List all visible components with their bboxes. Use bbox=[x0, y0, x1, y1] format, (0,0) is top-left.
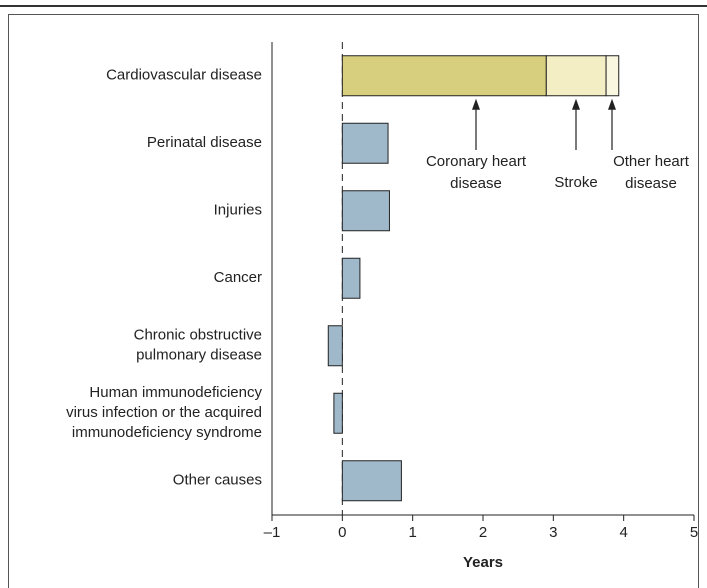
y-tick-label: Other causes bbox=[173, 472, 262, 489]
annotation-arrowhead bbox=[472, 98, 480, 110]
bar bbox=[333, 392, 343, 434]
annotation-label: Stroke bbox=[554, 174, 597, 191]
y-tick-label: Chronic obstructive bbox=[134, 327, 262, 344]
bar bbox=[341, 190, 390, 232]
y-tick-label: Cancer bbox=[214, 269, 262, 286]
bar bbox=[341, 257, 361, 299]
y-tick-label: Cardiovascular disease bbox=[106, 67, 262, 84]
bar bbox=[341, 55, 547, 97]
x-tick-label: 0 bbox=[338, 524, 346, 541]
x-tick-label: 3 bbox=[549, 524, 557, 541]
x-tick-label: –1 bbox=[264, 524, 281, 541]
x-tick-label: 2 bbox=[479, 524, 487, 541]
x-tick-label: 4 bbox=[619, 524, 627, 541]
y-tick-label: Human immunodeficiency bbox=[89, 384, 262, 401]
bar bbox=[341, 122, 389, 164]
annotation-label: Other heart bbox=[613, 153, 690, 170]
x-tick-label: 1 bbox=[408, 524, 416, 541]
bar bbox=[341, 460, 402, 502]
annotation-label: disease bbox=[450, 175, 502, 192]
annotation-arrowhead bbox=[572, 98, 580, 110]
bar bbox=[545, 55, 607, 97]
y-tick-label: Perinatal disease bbox=[147, 134, 262, 151]
bar bbox=[605, 55, 620, 97]
annotation-label: disease bbox=[625, 175, 677, 192]
y-tick-label: virus infection or the acquired bbox=[66, 404, 262, 421]
y-tick-label: Injuries bbox=[214, 202, 262, 219]
x-tick-label: 5 bbox=[690, 524, 698, 541]
y-tick-label: pulmonary disease bbox=[136, 347, 262, 364]
x-axis-label: Years bbox=[463, 554, 503, 571]
frame bbox=[8, 14, 699, 588]
y-tick-label: immunodeficiency syndrome bbox=[72, 424, 262, 441]
annotation-arrowhead bbox=[608, 98, 616, 110]
bar bbox=[327, 325, 343, 367]
annotation-label: Coronary heart bbox=[426, 153, 527, 170]
